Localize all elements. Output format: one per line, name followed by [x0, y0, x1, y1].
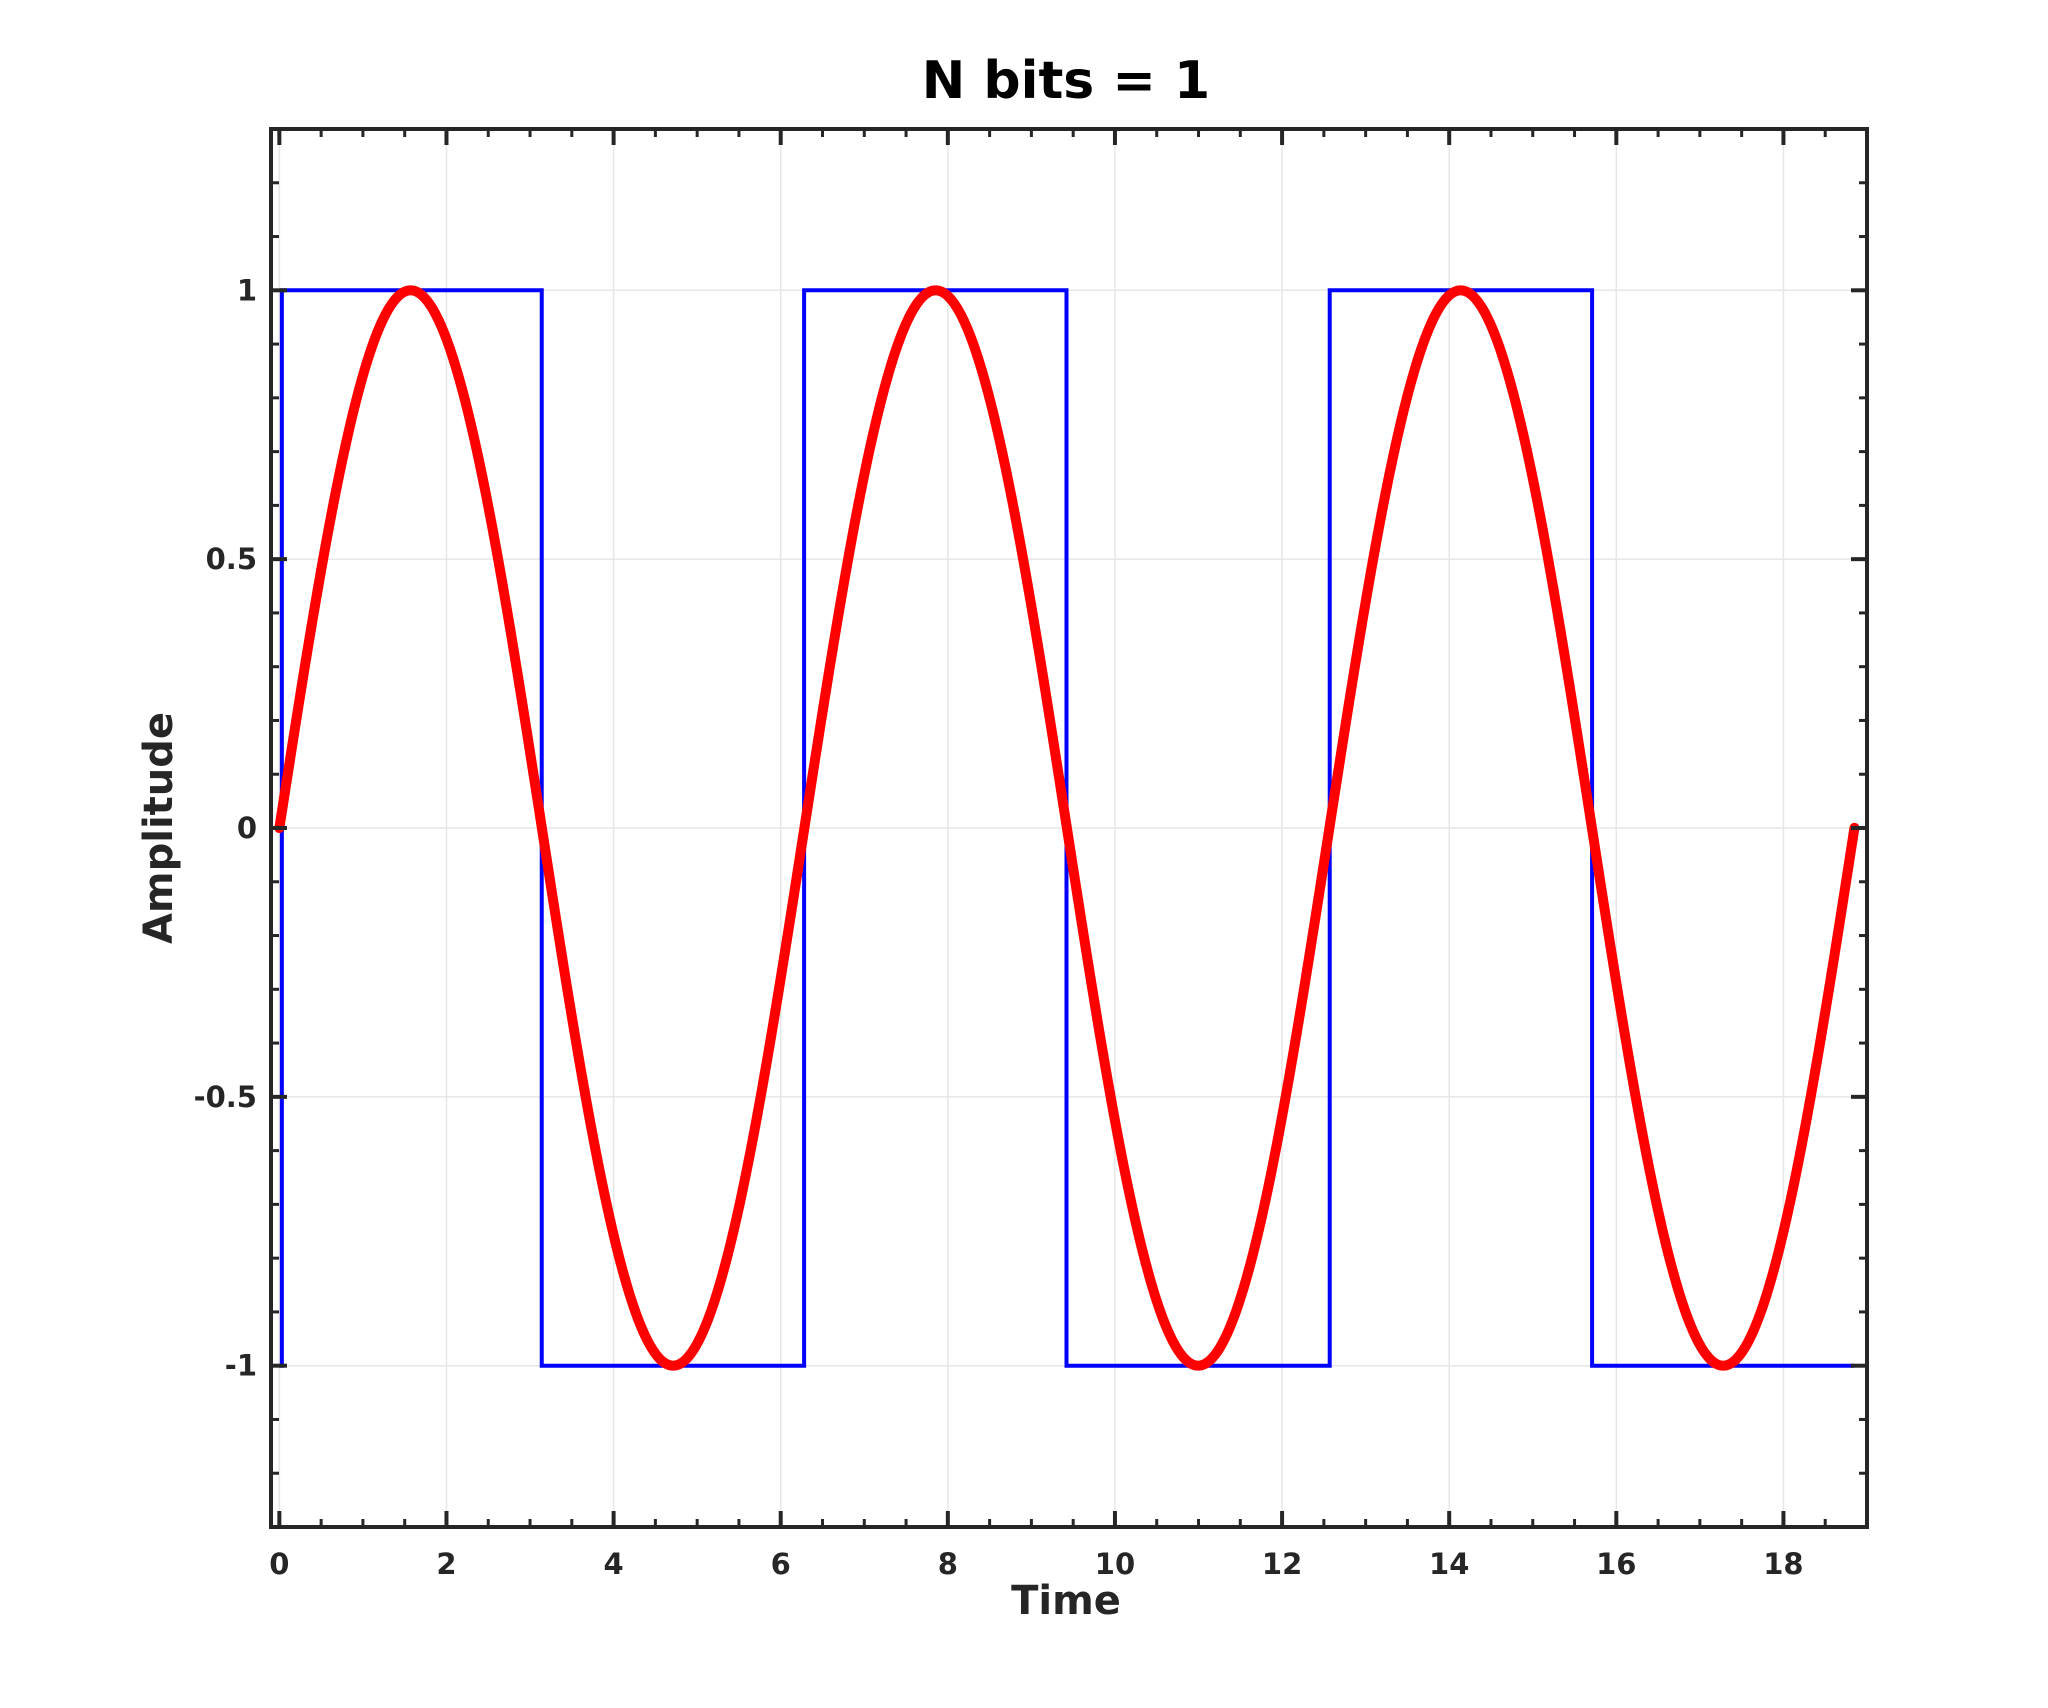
sine-series [274, 285, 1860, 1371]
y-tick-label: 1 [237, 273, 257, 307]
x-axis-label: Time [1011, 1578, 1121, 1624]
x-tick-label: 18 [1763, 1547, 1803, 1581]
x-tick-label: 6 [771, 1547, 791, 1581]
x-tick-label: 12 [1262, 1547, 1302, 1581]
x-tick-label: 8 [938, 1547, 958, 1581]
y-tick-label: 0.5 [206, 542, 257, 576]
ticks: 0 2 4 6 8 10 12 14 16 18 1 0.5 0 -0.5 -1 [194, 127, 1869, 1581]
x-tick-label: 14 [1429, 1547, 1469, 1581]
x-tick-label: 16 [1596, 1547, 1636, 1581]
plot-area [274, 285, 1860, 1371]
chart-title: N bits = 1 [922, 51, 1210, 111]
x-tick-label: 2 [436, 1547, 456, 1581]
y-tick-label: 0 [237, 811, 257, 845]
x-tick-label: 0 [269, 1547, 289, 1581]
x-tick-label: 10 [1095, 1547, 1135, 1581]
y-tick-label: -0.5 [194, 1080, 257, 1114]
y-axis-label: Amplitude [136, 712, 182, 944]
y-tick-label: -1 [225, 1349, 257, 1383]
x-tick-label: 4 [604, 1547, 624, 1581]
